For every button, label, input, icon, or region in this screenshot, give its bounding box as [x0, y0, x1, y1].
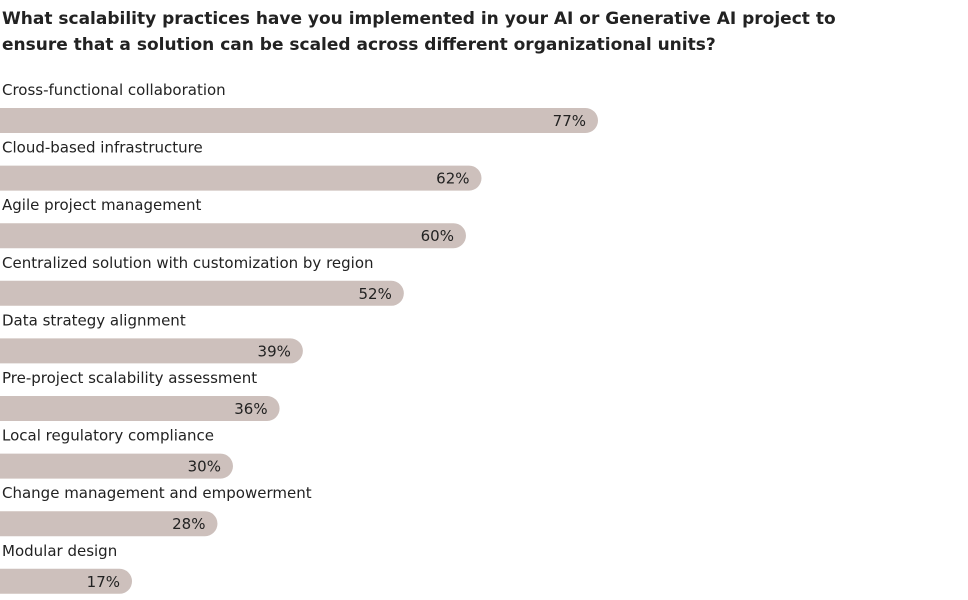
value-label: 36%: [234, 400, 267, 418]
bar: [0, 165, 482, 191]
category-label: Change management and empowerment: [2, 484, 312, 502]
bar: [0, 338, 303, 364]
category-label: Cross-functional collaboration: [2, 81, 226, 99]
category-label: Pre-project scalability assessment: [2, 369, 257, 387]
category-label: Modular design: [2, 542, 117, 560]
bar: [0, 396, 280, 421]
value-label: 62%: [436, 170, 469, 188]
category-label: Local regulatory compliance: [2, 427, 214, 445]
category-label: Centralized solution with customization …: [2, 254, 374, 272]
bar: [0, 107, 598, 133]
category-label: Agile project management: [2, 196, 202, 214]
bar: [0, 280, 404, 306]
value-label: 39%: [258, 342, 291, 360]
bar: [0, 568, 133, 594]
bar: [0, 511, 218, 537]
value-label: 30%: [188, 458, 221, 476]
value-label: 28%: [172, 515, 205, 533]
value-label: 17%: [87, 573, 120, 591]
bar: [0, 223, 466, 249]
chart-title: What scalability practices have you impl…: [2, 9, 836, 55]
bar: [0, 453, 233, 479]
value-label: 77%: [553, 112, 586, 130]
value-label: 52%: [359, 285, 392, 303]
category-label: Cloud-based infrastructure: [2, 139, 203, 157]
category-label: Data strategy alignment: [2, 311, 186, 329]
value-label: 60%: [421, 227, 454, 245]
